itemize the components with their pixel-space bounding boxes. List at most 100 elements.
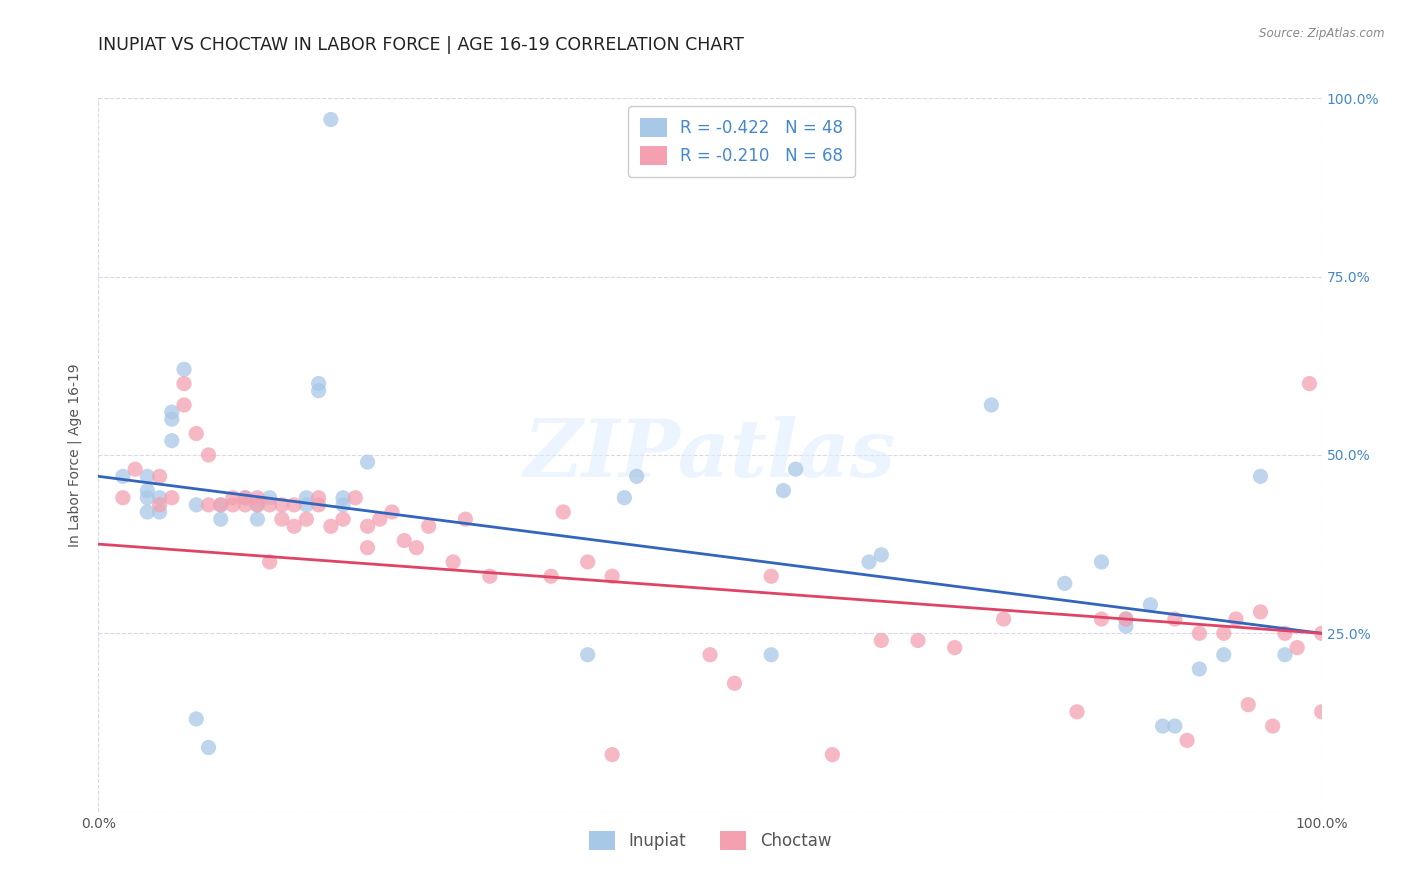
Point [332, 512, 354, 526]
Point [821, 747, 844, 762]
Point [209, 498, 232, 512]
Point [186, 426, 208, 441]
Point [1164, 719, 1187, 733]
Point [368, 512, 391, 526]
Point [160, 491, 183, 505]
Point [308, 384, 330, 398]
Point [197, 740, 219, 755]
Point [136, 469, 159, 483]
Point [478, 569, 501, 583]
Point [259, 555, 281, 569]
Point [761, 648, 783, 662]
Point [295, 491, 318, 505]
Point [149, 505, 172, 519]
Point [858, 555, 880, 569]
Y-axis label: In Labor Force | Age 16-19: In Labor Force | Age 16-19 [67, 363, 83, 547]
Point [772, 483, 794, 498]
Point [283, 519, 305, 533]
Point [197, 498, 219, 512]
Point [222, 491, 245, 505]
Point [1249, 469, 1271, 483]
Point [319, 519, 342, 533]
Point [136, 491, 159, 505]
Point [356, 541, 378, 555]
Text: Source: ZipAtlas.com: Source: ZipAtlas.com [1260, 27, 1385, 40]
Point [1249, 605, 1271, 619]
Point [197, 448, 219, 462]
Point [173, 376, 195, 391]
Point [600, 569, 623, 583]
Point [441, 555, 464, 569]
Point [136, 483, 159, 498]
Point [1115, 619, 1137, 633]
Point [1139, 598, 1161, 612]
Point [699, 648, 721, 662]
Point [233, 498, 256, 512]
Point [308, 376, 330, 391]
Point [283, 498, 305, 512]
Point [1152, 719, 1174, 733]
Point [1298, 376, 1320, 391]
Point [600, 747, 623, 762]
Point [1188, 626, 1211, 640]
Point [1066, 705, 1088, 719]
Point [160, 412, 183, 426]
Point [980, 398, 1002, 412]
Point [1053, 576, 1076, 591]
Point [149, 498, 172, 512]
Point [186, 712, 208, 726]
Legend: Inupiat, Choctaw: Inupiat, Choctaw [582, 824, 838, 857]
Point [553, 505, 575, 519]
Point [1212, 626, 1234, 640]
Point [993, 612, 1015, 626]
Point [454, 512, 477, 526]
Point [136, 505, 159, 519]
Point [381, 505, 404, 519]
Text: ZIPatlas: ZIPatlas [524, 417, 896, 493]
Point [233, 491, 256, 505]
Point [1225, 612, 1247, 626]
Point [1164, 612, 1187, 626]
Point [246, 491, 269, 505]
Point [160, 405, 183, 419]
Point [1310, 705, 1333, 719]
Point [149, 469, 172, 483]
Point [356, 455, 378, 469]
Point [319, 112, 342, 127]
Point [418, 519, 440, 533]
Point [943, 640, 966, 655]
Point [1212, 648, 1234, 662]
Point [173, 398, 195, 412]
Point [222, 498, 245, 512]
Point [576, 555, 599, 569]
Point [1286, 640, 1309, 655]
Point [270, 498, 294, 512]
Point [111, 491, 134, 505]
Point [392, 533, 416, 548]
Point [1261, 719, 1284, 733]
Point [209, 512, 232, 526]
Point [1274, 626, 1296, 640]
Point [295, 512, 318, 526]
Point [270, 512, 294, 526]
Point [1175, 733, 1198, 747]
Point [870, 548, 893, 562]
Point [356, 519, 378, 533]
Point [259, 491, 281, 505]
Point [785, 462, 807, 476]
Point [332, 491, 354, 505]
Point [540, 569, 562, 583]
Point [124, 462, 146, 476]
Point [870, 633, 893, 648]
Point [613, 491, 636, 505]
Point [308, 491, 330, 505]
Point [149, 491, 172, 505]
Point [246, 498, 269, 512]
Point [1274, 648, 1296, 662]
Point [405, 541, 427, 555]
Point [233, 491, 256, 505]
Point [1115, 612, 1137, 626]
Point [160, 434, 183, 448]
Point [308, 498, 330, 512]
Point [1237, 698, 1260, 712]
